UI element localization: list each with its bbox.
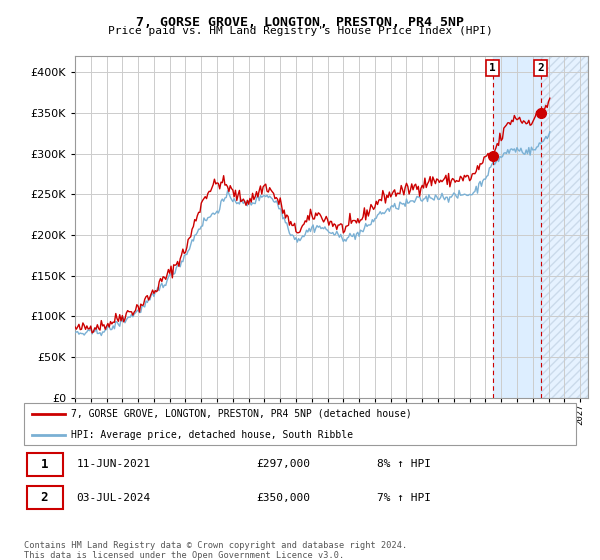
Text: 7% ↑ HPI: 7% ↑ HPI [377, 493, 431, 503]
Text: 7, GORSE GROVE, LONGTON, PRESTON, PR4 5NP (detached house): 7, GORSE GROVE, LONGTON, PRESTON, PR4 5N… [71, 409, 412, 419]
Text: 1: 1 [489, 63, 496, 73]
Text: Contains HM Land Registry data © Crown copyright and database right 2024.
This d: Contains HM Land Registry data © Crown c… [24, 541, 407, 560]
Text: 1: 1 [41, 458, 48, 471]
Text: 8% ↑ HPI: 8% ↑ HPI [377, 459, 431, 469]
FancyBboxPatch shape [27, 487, 62, 509]
Text: 2: 2 [537, 63, 544, 73]
FancyBboxPatch shape [27, 453, 62, 475]
Bar [541, 56, 588, 398]
Text: Price paid vs. HM Land Registry's House Price Index (HPI): Price paid vs. HM Land Registry's House … [107, 26, 493, 36]
Text: £297,000: £297,000 [256, 459, 310, 469]
Text: HPI: Average price, detached house, South Ribble: HPI: Average price, detached house, Sout… [71, 430, 353, 440]
Bar [541, 56, 588, 398]
Text: 2: 2 [41, 491, 48, 505]
Text: 03-JUL-2024: 03-JUL-2024 [76, 493, 151, 503]
Bar [493, 56, 541, 398]
FancyBboxPatch shape [24, 403, 576, 445]
Text: 11-JUN-2021: 11-JUN-2021 [76, 459, 151, 469]
Text: £350,000: £350,000 [256, 493, 310, 503]
Text: 7, GORSE GROVE, LONGTON, PRESTON, PR4 5NP: 7, GORSE GROVE, LONGTON, PRESTON, PR4 5N… [136, 16, 464, 29]
